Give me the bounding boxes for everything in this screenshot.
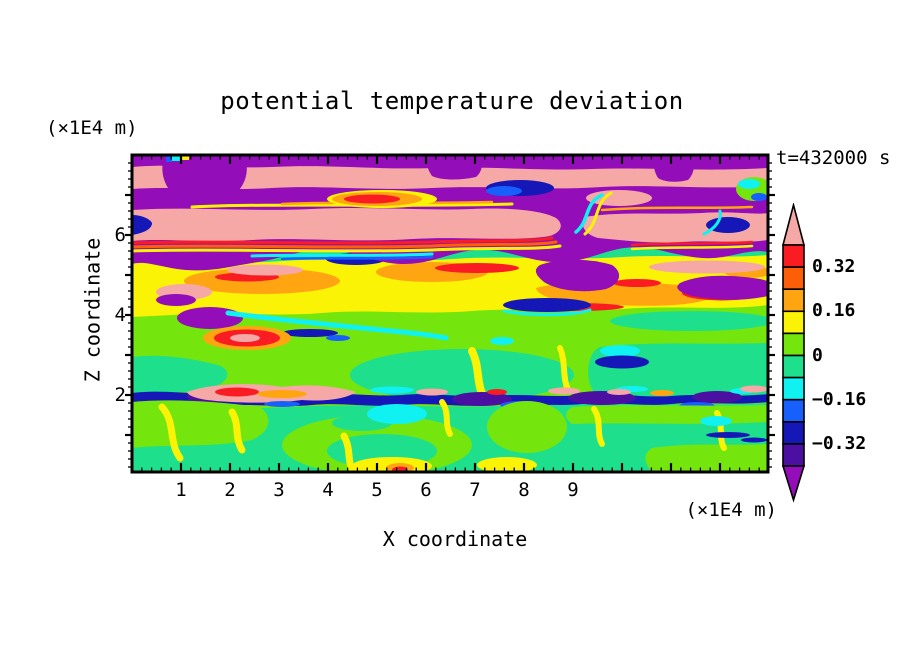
z-tick-label: 4 <box>114 304 126 326</box>
x-tick-label: 8 <box>518 479 530 501</box>
z-tick-label: 6 <box>114 224 126 246</box>
plot-frame <box>130 153 770 474</box>
x-tick-label: 9 <box>567 479 579 501</box>
x-tick-label: 1 <box>175 479 187 501</box>
colorbar-label: 0.32 <box>812 256 856 278</box>
colorbar-label: 0.16 <box>812 300 856 322</box>
z-tick-label: 2 <box>114 384 126 406</box>
time-annotation: t=432000 s <box>776 147 891 169</box>
z-axis-unit-label: (×1E4 m) <box>46 117 138 139</box>
x-tick-label: 6 <box>420 479 432 501</box>
x-axis-title: X coordinate <box>382 527 528 551</box>
x-tick-label: 2 <box>224 479 236 501</box>
x-axis-unit-label: (×1E4 m) <box>685 499 777 521</box>
x-tick-label: 4 <box>322 479 334 501</box>
colorbar-label: −0.32 <box>812 432 867 454</box>
contour-plot <box>125 153 775 474</box>
colorbar <box>782 203 806 503</box>
colorbar-label: 0 <box>812 344 823 366</box>
chart-title: potential temperature deviation <box>220 87 684 115</box>
colorbar-label: −0.16 <box>812 388 867 410</box>
x-tick-label: 3 <box>273 479 285 501</box>
x-tick-label: 5 <box>371 479 383 501</box>
contour-field <box>132 155 768 472</box>
x-tick-label: 7 <box>469 479 481 501</box>
